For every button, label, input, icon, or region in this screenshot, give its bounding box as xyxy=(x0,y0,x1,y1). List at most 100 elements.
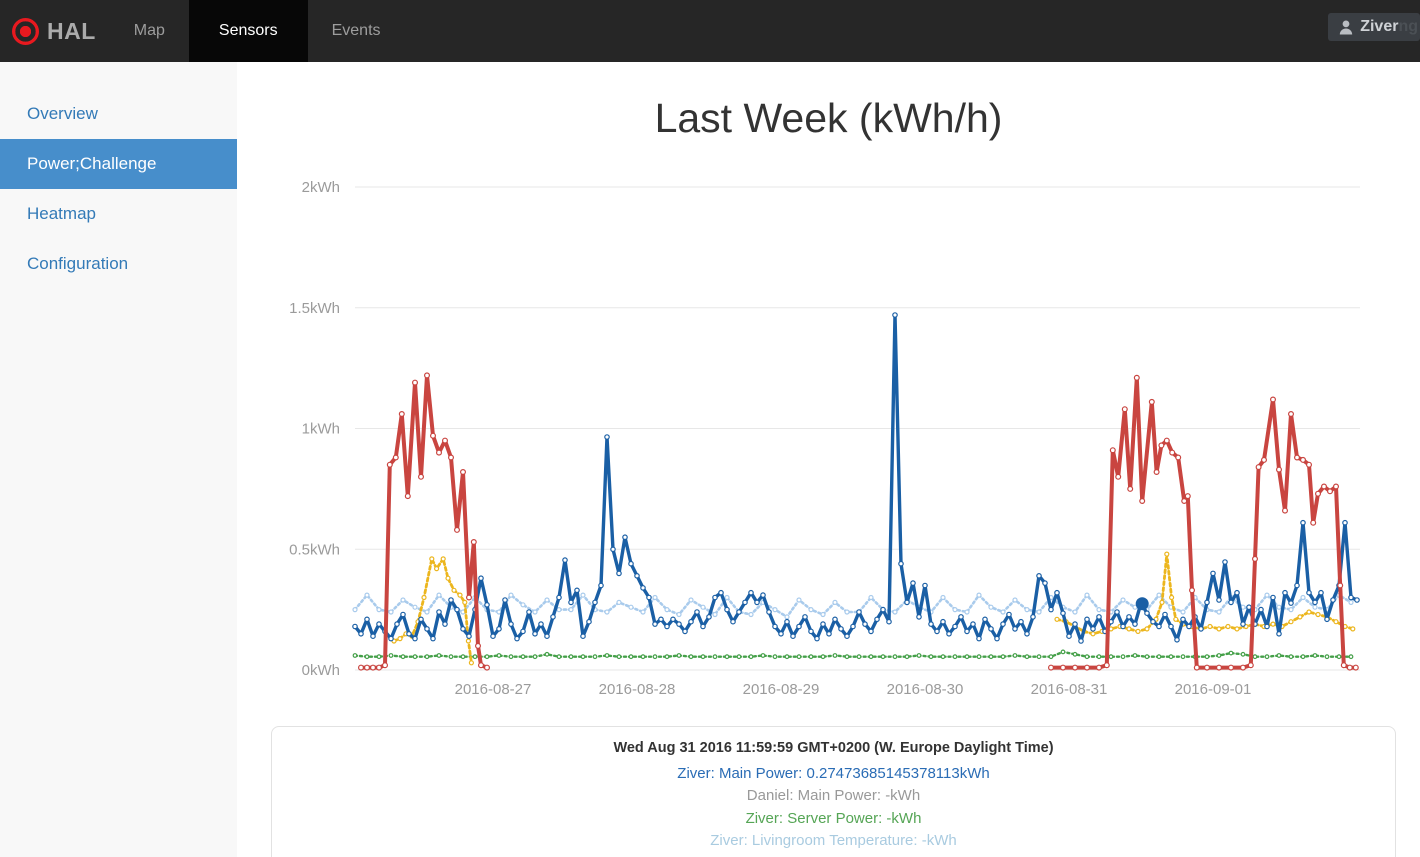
series-green-dotted-marker[interactable] xyxy=(1300,654,1306,660)
user-menu[interactable]: Ziver ng xyxy=(1328,13,1420,41)
series-blue-marker[interactable] xyxy=(688,618,694,625)
series-light-blue-dotted-marker[interactable] xyxy=(772,606,778,613)
series-blue-marker[interactable] xyxy=(880,606,886,613)
series-blue-marker[interactable] xyxy=(460,626,466,632)
series-blue-marker[interactable] xyxy=(886,618,892,625)
series-light-blue-dotted-marker[interactable] xyxy=(1216,609,1222,615)
series-green-dotted-marker[interactable] xyxy=(772,654,778,660)
series-blue-marker[interactable] xyxy=(1042,580,1048,586)
series-yellow-dotted-marker[interactable] xyxy=(1090,631,1096,637)
series-blue-marker[interactable] xyxy=(634,572,640,579)
series-blue-marker[interactable] xyxy=(958,614,964,620)
series-yellow-dotted-marker[interactable] xyxy=(1164,551,1170,557)
series-light-blue-dotted-marker[interactable] xyxy=(1276,604,1282,610)
series-light-blue-dotted-marker[interactable] xyxy=(1024,606,1030,613)
series-yellow-dotted-marker[interactable] xyxy=(1234,626,1240,632)
series-green-dotted-marker[interactable] xyxy=(496,653,502,658)
series-green-dotted-marker[interactable] xyxy=(520,654,526,660)
series-blue-line[interactable] xyxy=(353,313,1359,643)
series-blue-marker[interactable] xyxy=(916,614,922,620)
series-blue-marker[interactable] xyxy=(1024,630,1030,637)
series-blue-marker[interactable] xyxy=(946,630,952,637)
series-blue-marker[interactable] xyxy=(652,621,658,627)
series-red-marker[interactable] xyxy=(1071,664,1078,671)
series-light-blue-dotted-marker[interactable] xyxy=(1300,594,1306,601)
series-red-marker[interactable] xyxy=(404,493,411,500)
series-blue-marker[interactable] xyxy=(598,582,604,589)
series-blue-marker[interactable] xyxy=(1012,626,1018,632)
series-blue-marker[interactable] xyxy=(1222,559,1228,565)
nav-tab-sensors[interactable]: Sensors xyxy=(188,0,308,62)
series-blue-marker[interactable] xyxy=(544,633,550,640)
series-yellow-dotted-marker[interactable] xyxy=(440,556,446,562)
series-light-blue-dotted-marker[interactable] xyxy=(496,609,502,615)
series-blue-marker[interactable] xyxy=(514,635,520,642)
series-light-blue-dotted-marker[interactable] xyxy=(640,609,646,615)
series-blue-marker[interactable] xyxy=(826,630,832,637)
series-red-marker[interactable] xyxy=(484,664,491,671)
series-blue-marker[interactable] xyxy=(898,560,904,567)
series-red-marker[interactable] xyxy=(386,461,393,468)
sidebar-item-configuration[interactable]: Configuration xyxy=(27,254,129,273)
series-blue-marker[interactable] xyxy=(400,611,406,618)
series-blue-marker[interactable] xyxy=(718,589,724,596)
series-light-blue-dotted-marker[interactable] xyxy=(796,597,802,603)
series-red-marker[interactable] xyxy=(1153,469,1160,476)
series-green-dotted-marker[interactable] xyxy=(1264,654,1270,660)
series-blue-marker[interactable] xyxy=(508,621,514,627)
series-light-blue-dotted-marker[interactable] xyxy=(832,599,838,606)
series-green-dotted-marker[interactable] xyxy=(1000,654,1006,660)
series-yellow-dotted-marker[interactable] xyxy=(1288,619,1294,625)
series-blue-marker[interactable] xyxy=(904,599,910,606)
series-light-blue-dotted-marker[interactable] xyxy=(844,609,850,615)
series-green-dotted-marker[interactable] xyxy=(916,653,922,658)
nav-tab-map[interactable]: Map xyxy=(133,22,165,39)
series-red-marker[interactable] xyxy=(1314,490,1321,497)
series-blue-marker[interactable] xyxy=(1060,610,1066,617)
series-blue-marker[interactable] xyxy=(1210,570,1216,577)
sidebar-item-heatmap[interactable]: Heatmap xyxy=(27,204,96,223)
series-red-marker[interactable] xyxy=(1293,454,1300,461)
series-light-blue-dotted-marker[interactable] xyxy=(1264,592,1270,598)
series-green-dotted-marker[interactable] xyxy=(760,653,766,658)
series-blue-marker[interactable] xyxy=(814,635,820,642)
series-green-dotted-marker[interactable] xyxy=(424,654,430,660)
series-red-marker[interactable] xyxy=(1337,582,1344,589)
series-red-marker[interactable] xyxy=(1320,483,1327,490)
series-red-marker[interactable] xyxy=(1299,456,1306,463)
series-light-blue-dotted-marker[interactable] xyxy=(364,592,370,598)
series-red-marker[interactable] xyxy=(424,372,431,379)
series-blue-marker[interactable] xyxy=(982,616,988,623)
series-yellow-dotted-marker[interactable] xyxy=(445,575,451,581)
series-green-dotted-marker[interactable] xyxy=(448,654,454,660)
series-blue-marker[interactable] xyxy=(1276,630,1282,637)
series-blue-marker[interactable] xyxy=(1186,623,1192,630)
series-red-marker[interactable] xyxy=(1305,461,1312,468)
series-blue-marker[interactable] xyxy=(454,606,460,613)
series-green-dotted-marker[interactable] xyxy=(1048,654,1054,660)
series-light-blue-dotted-marker[interactable] xyxy=(1120,597,1126,603)
series-blue-marker[interactable] xyxy=(556,594,562,601)
series-red-marker[interactable] xyxy=(466,594,473,601)
series-blue-marker[interactable] xyxy=(1084,616,1090,623)
series-light-blue-dotted-marker[interactable] xyxy=(436,592,442,598)
series-green-dotted-marker[interactable] xyxy=(1240,651,1246,657)
series-blue-marker[interactable] xyxy=(682,628,688,635)
series-green-dotted-marker[interactable] xyxy=(1024,654,1030,660)
series-red-marker[interactable] xyxy=(470,539,477,546)
series-light-blue-dotted-marker[interactable] xyxy=(676,611,682,618)
series-blue-marker[interactable] xyxy=(868,628,874,635)
nav-tab-events[interactable]: Events xyxy=(331,22,381,39)
series-blue-marker[interactable] xyxy=(592,599,598,606)
series-light-blue-dotted-marker[interactable] xyxy=(1312,604,1318,610)
series-red-marker[interactable] xyxy=(382,662,389,669)
series-blue-marker[interactable] xyxy=(1018,618,1024,625)
series-blue-marker[interactable] xyxy=(574,587,580,594)
series-light-blue-dotted-marker[interactable] xyxy=(376,606,382,613)
series-green-dotted-marker[interactable] xyxy=(688,654,694,660)
series-blue-marker[interactable] xyxy=(694,609,700,615)
series-blue-marker[interactable] xyxy=(424,626,430,632)
series-light-blue-dotted-marker[interactable] xyxy=(1288,606,1294,613)
series-green-dotted-marker[interactable] xyxy=(1012,653,1018,658)
series-red-marker[interactable] xyxy=(1148,398,1155,405)
